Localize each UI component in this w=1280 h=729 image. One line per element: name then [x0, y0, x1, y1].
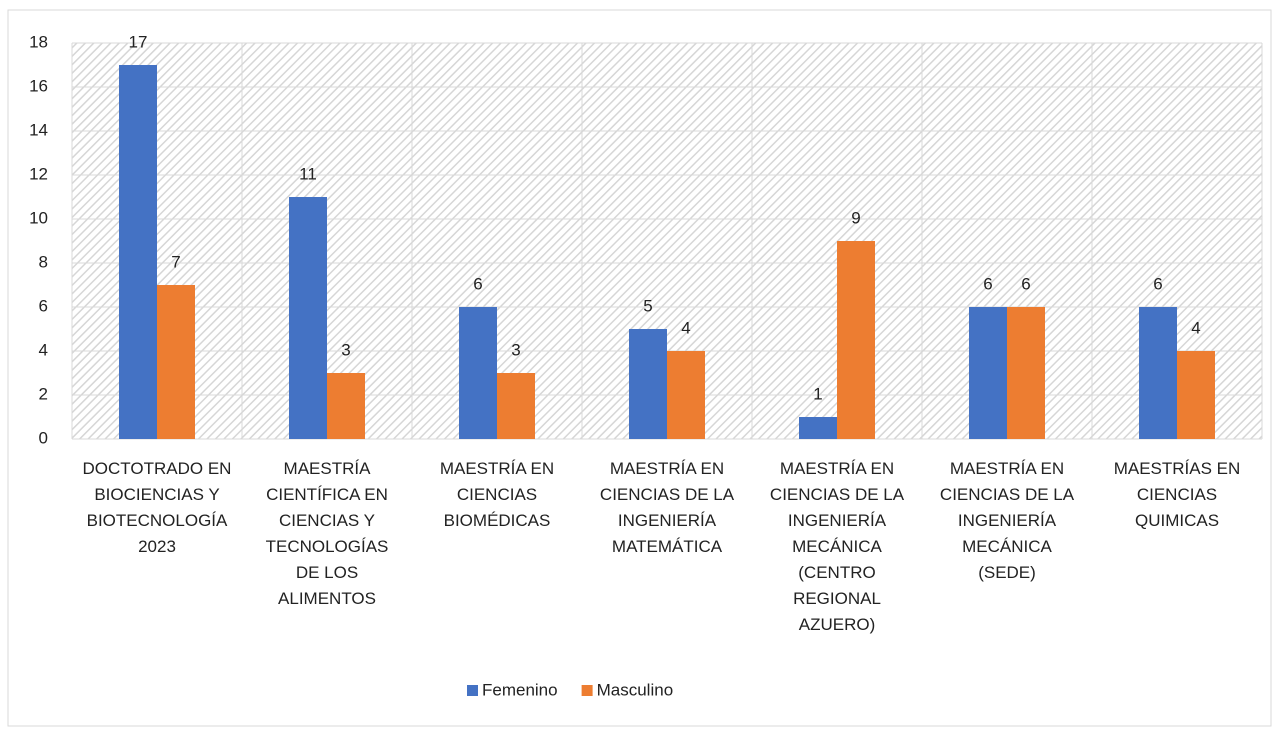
- bar: [1007, 307, 1045, 439]
- legend-label: Masculino: [597, 680, 674, 699]
- legend-swatch: [581, 685, 593, 696]
- y-tick-label: 12: [29, 164, 48, 183]
- bar: [1177, 351, 1215, 439]
- x-tick-label: MAESTRÍAS EN CIENCIAS QUIMICAS: [1114, 459, 1241, 530]
- legend-swatch: [467, 685, 478, 696]
- y-tick-label: 0: [39, 428, 48, 447]
- data-label: 7: [171, 252, 180, 271]
- data-label: 6: [1153, 274, 1162, 293]
- data-label: 4: [681, 318, 690, 337]
- y-tick-label: 6: [39, 296, 48, 315]
- data-label: 6: [1021, 274, 1030, 293]
- data-label: 3: [341, 340, 350, 359]
- y-tick-label: 18: [29, 32, 48, 51]
- data-label: 5: [643, 296, 652, 315]
- data-label: 17: [129, 32, 148, 51]
- bar: [157, 285, 195, 439]
- bar: [119, 65, 157, 439]
- y-tick-label: 10: [29, 208, 48, 227]
- y-tick-label: 16: [29, 76, 48, 95]
- bar: [289, 197, 327, 439]
- y-tick-label: 14: [29, 120, 48, 139]
- bar: [969, 307, 1007, 439]
- legend-label: Femenino: [482, 680, 558, 699]
- bar: [629, 329, 667, 439]
- bar: [837, 241, 875, 439]
- x-tick-label: MAESTRÍA CIENTÍFICA EN CIENCIAS Y TECNOLOGÍ…: [266, 459, 389, 608]
- y-tick-label: 8: [39, 252, 48, 271]
- data-label: 6: [473, 274, 482, 293]
- data-label: 1: [813, 384, 822, 403]
- data-label: 3: [511, 340, 520, 359]
- bar: [667, 351, 705, 439]
- x-tick-label: MAESTRÍA EN CIENCIAS DE LA INGENIERÍA MECÁN…: [770, 459, 905, 634]
- x-tick-label: MAESTRÍA EN CIENCIAS BIOMÉDICAS: [440, 459, 554, 530]
- x-tick-label: DOCTOTRADO EN BIOCIENCIAS Y BIOTECNOLOGÍA 2…: [83, 459, 232, 556]
- data-label: 9: [851, 208, 860, 227]
- data-label: 11: [299, 164, 317, 183]
- y-tick-label: 4: [39, 340, 48, 359]
- bar: [1139, 307, 1177, 439]
- bar: [327, 373, 365, 439]
- data-label: 6: [983, 274, 992, 293]
- x-tick-label: MAESTRÍA EN CIENCIAS DE LA INGENIERÍA MECÁN…: [940, 459, 1075, 582]
- bar: [799, 417, 837, 439]
- x-tick-label: MAESTRÍA EN CIENCIAS DE LA INGENIERÍA MATEM…: [600, 459, 735, 556]
- data-label: 4: [1191, 318, 1200, 337]
- y-tick-label: 2: [39, 384, 48, 403]
- bar: [459, 307, 497, 439]
- bar: [497, 373, 535, 439]
